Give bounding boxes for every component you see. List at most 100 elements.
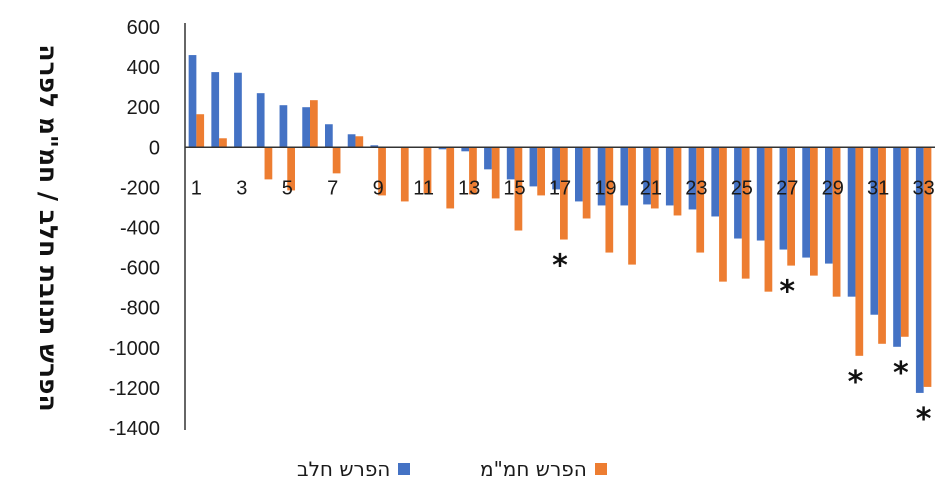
bar-ecm-diff-24 [719, 147, 727, 282]
significance-star: * [916, 402, 932, 437]
x-tick-label: 1 [191, 177, 202, 199]
bar-ecm-diff-9 [378, 147, 386, 196]
significance-star: * [893, 356, 909, 391]
bar-milk-diff-4 [256, 93, 265, 148]
bar-milk-diff-13 [461, 147, 470, 152]
x-tick-label: 27 [776, 177, 798, 199]
bar-milk-diff-29 [825, 147, 833, 264]
y-tick-label: 0 [149, 137, 160, 159]
bar-ecm-diff-18 [582, 147, 591, 219]
bar-milk-diff-18 [575, 147, 583, 202]
bar-ecm-diff-23 [696, 147, 705, 253]
legend-swatch-milk [398, 463, 411, 475]
bar-milk-diff-5 [279, 105, 288, 148]
x-tick-label: 17 [549, 177, 571, 199]
legend-label-milk: הפרש חלב [297, 457, 391, 481]
bar-ecm-diff-8 [355, 136, 364, 148]
legend-label-ecm: הפרש חמ"מ [480, 457, 587, 481]
bar-milk-diff-27 [779, 147, 788, 250]
bar-ecm-diff-21 [650, 147, 659, 209]
legend-item-milk: הפרש חלב [297, 455, 411, 483]
bar-milk-diff-12 [438, 147, 447, 150]
y-axis-label: הפרש תנובת חלב / חמ"מ לפרה [34, 44, 63, 411]
bar-ecm-diff-25 [741, 147, 750, 279]
bar-milk-diff-24 [711, 147, 720, 217]
bar-milk-diff-25 [734, 147, 742, 239]
bar-milk-diff-31 [870, 147, 879, 315]
bar-ecm-diff-10 [400, 147, 409, 202]
y-tick-label: 400 [127, 57, 160, 79]
y-tick-label: 200 [127, 97, 160, 119]
x-tick-label: 5 [282, 177, 293, 199]
bar-ecm-diff-7 [332, 147, 341, 174]
bar-milk-diff-26 [756, 147, 765, 241]
bar-milk-diff-20 [620, 147, 629, 206]
bar-milk-diff-1 [188, 55, 197, 148]
significance-star: * [848, 365, 864, 400]
x-tick-label: 25 [731, 177, 753, 199]
bar-milk-diff-9 [370, 145, 379, 148]
bar-ecm-diff-15 [514, 147, 523, 231]
bar-milk-diff-15 [506, 147, 515, 180]
bar-milk-diff-2 [211, 72, 220, 148]
bars [188, 55, 932, 393]
legend-swatch-ecm [594, 463, 607, 475]
bar-ecm-diff-2 [219, 138, 227, 148]
legend-item-ecm: הפרש חמ"מ [480, 455, 607, 483]
bar-milk-diff-7 [325, 124, 333, 148]
bar-ecm-diff-16 [537, 147, 545, 196]
x-tick-label: 29 [822, 177, 844, 199]
y-tick-label: -1200 [109, 378, 160, 400]
bar-ecm-diff-30 [855, 147, 864, 356]
bar-ecm-diff-6 [310, 100, 318, 148]
y-tick-label: -800 [120, 298, 160, 320]
bar-milk-diff-6 [302, 107, 310, 148]
x-tick-label: 23 [685, 177, 707, 199]
x-tick-label: 9 [373, 177, 384, 199]
bar-milk-diff-14 [484, 147, 492, 170]
x-tick-label: 3 [236, 177, 247, 199]
bar-ecm-diff-33 [923, 147, 932, 387]
bar-ecm-diff-13 [469, 147, 477, 195]
x-tick-label: 19 [594, 177, 616, 199]
y-tick-label: -200 [120, 177, 160, 199]
bar-ecm-diff-1 [196, 114, 205, 148]
significance-star: * [552, 249, 568, 284]
y-tick-label: -1400 [109, 418, 160, 440]
bar-milk-diff-16 [529, 147, 538, 187]
bar-milk-diff-21 [643, 147, 651, 205]
bar-ecm-diff-11 [423, 147, 432, 194]
bar-ecm-diff-14 [491, 147, 500, 199]
bar-ecm-diff-27 [787, 147, 795, 266]
bar-ecm-diff-31 [878, 147, 886, 344]
bar-milk-diff-23 [688, 147, 697, 210]
x-tick-label: 13 [458, 177, 480, 199]
bar-milk-diff-30 [847, 147, 856, 297]
bar-ecm-diff-20 [628, 147, 636, 265]
y-tick-label: 600 [127, 17, 160, 39]
bar-ecm-diff-4 [264, 147, 273, 180]
x-tick-label: 11 [413, 177, 434, 199]
x-tick-label: 21 [640, 177, 662, 199]
bar-milk-diff-3 [234, 72, 242, 148]
bar-milk-diff-28 [802, 147, 810, 258]
bar-ecm-diff-5 [287, 147, 295, 191]
bar-ecm-diff-32 [900, 147, 909, 337]
bar-ecm-diff-12 [446, 147, 455, 209]
x-tick-label: 7 [327, 177, 338, 199]
x-tick-label: 15 [503, 177, 525, 199]
y-tick-label: -600 [120, 258, 160, 280]
bar-milk-diff-17 [552, 147, 560, 190]
bar-milk-diff-8 [347, 134, 356, 148]
bar-ecm-diff-29 [832, 147, 841, 297]
legend: הפרש חלב הפרש חמ"מ [0, 455, 936, 483]
x-axis-ticks: 1 3 5 7 9 11 13 15 17 19 21 23 25 27 29 31 33 [191, 177, 935, 199]
y-tick-label: -1000 [109, 338, 160, 360]
bar-milk-diff-33 [915, 147, 924, 393]
bar-milk-diff-22 [665, 147, 674, 206]
significance-markers: *** ** [552, 249, 932, 437]
y-tick-label: -400 [120, 218, 160, 240]
x-tick-label: 33 [913, 177, 935, 199]
bar-ecm-diff-19 [605, 147, 614, 253]
